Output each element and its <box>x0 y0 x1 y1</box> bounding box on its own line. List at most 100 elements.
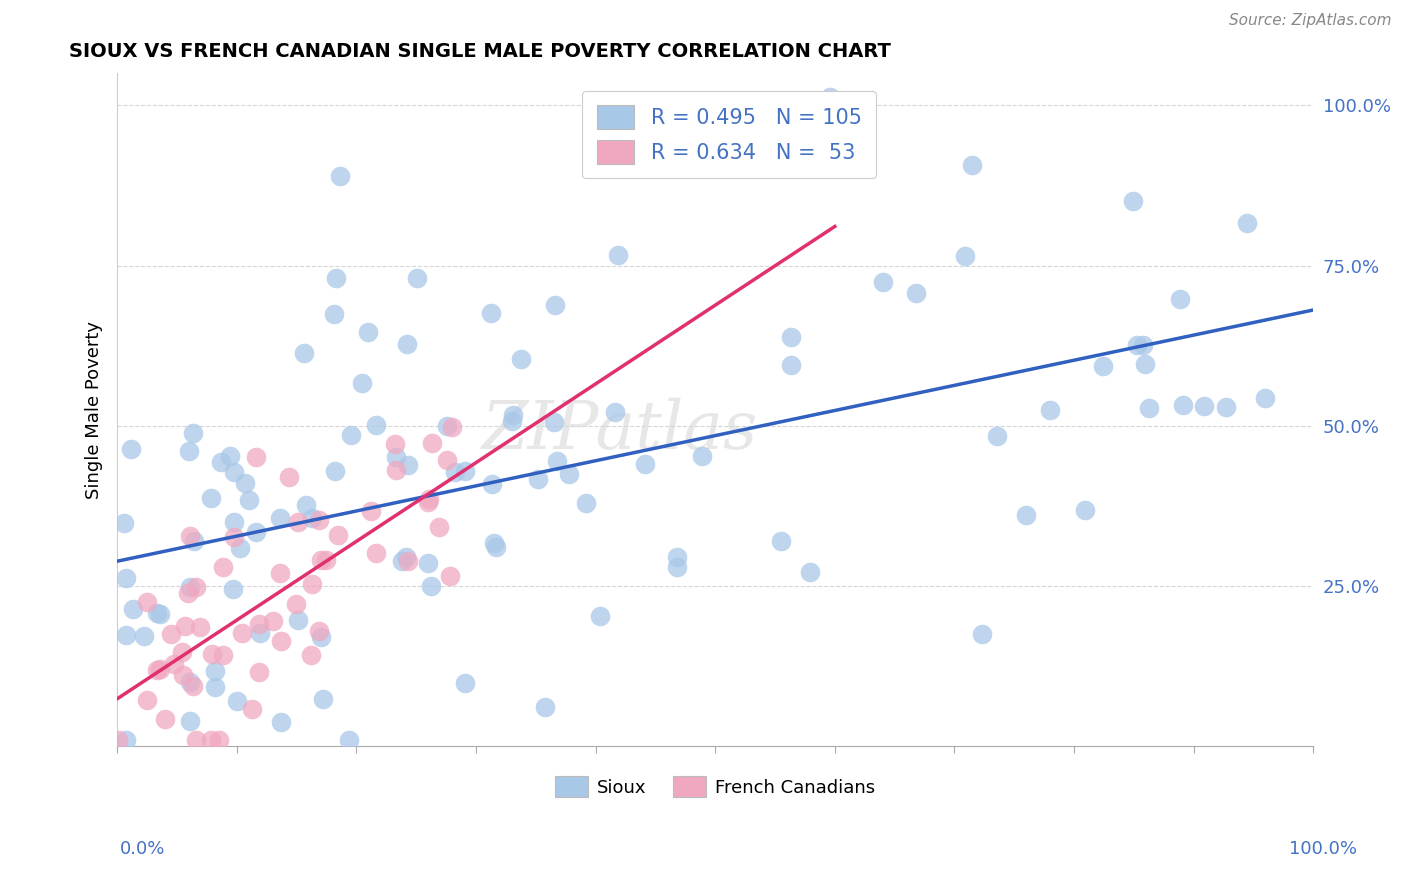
Point <box>799 565 821 579</box>
Point <box>170 645 193 659</box>
Point <box>418 556 440 570</box>
Point <box>986 429 1008 443</box>
Point <box>179 580 201 594</box>
Point <box>301 576 323 591</box>
Point <box>179 529 201 543</box>
Point <box>502 408 524 422</box>
Point <box>527 472 550 486</box>
Point <box>416 494 439 508</box>
Point <box>163 657 186 671</box>
Point <box>270 634 292 648</box>
Point <box>780 330 803 344</box>
Point <box>443 466 465 480</box>
Point <box>970 626 993 640</box>
Point <box>204 681 226 695</box>
Point <box>270 715 292 730</box>
Point <box>634 457 657 471</box>
Point <box>396 458 419 472</box>
Point <box>183 533 205 548</box>
Point <box>1215 400 1237 414</box>
Point <box>292 346 315 360</box>
Point <box>1126 338 1149 352</box>
Point <box>200 491 222 505</box>
Point <box>222 515 245 529</box>
Point <box>312 692 335 706</box>
Point <box>240 702 263 716</box>
Point <box>229 541 252 555</box>
Point <box>201 647 224 661</box>
Point <box>1132 338 1154 352</box>
Point <box>340 428 363 442</box>
Point <box>301 511 323 525</box>
Point <box>1137 401 1160 416</box>
Point <box>962 158 984 172</box>
Point <box>360 504 382 518</box>
Point <box>606 248 628 262</box>
Point <box>1168 293 1191 307</box>
Point <box>247 665 270 680</box>
Point <box>209 455 232 469</box>
Point <box>115 571 138 585</box>
Point <box>146 663 169 677</box>
Point <box>115 628 138 642</box>
Point <box>231 625 253 640</box>
Point <box>222 530 245 544</box>
Point <box>247 616 270 631</box>
Point <box>149 662 172 676</box>
Point <box>285 598 308 612</box>
Point <box>183 679 205 693</box>
Point <box>222 465 245 479</box>
Point <box>309 630 332 644</box>
Legend: Sioux, French Canadians: Sioux, French Canadians <box>548 769 883 805</box>
Point <box>391 554 413 568</box>
Point <box>454 464 477 478</box>
Point <box>905 286 928 301</box>
Point <box>311 553 333 567</box>
Point <box>544 298 567 312</box>
Point <box>294 498 316 512</box>
Point <box>172 668 194 682</box>
Point <box>1171 398 1194 412</box>
Point <box>245 450 267 465</box>
Point <box>418 491 440 506</box>
Point <box>262 614 284 628</box>
Point <box>235 475 257 490</box>
Text: 0.0%: 0.0% <box>120 840 165 858</box>
Point <box>326 528 349 542</box>
Point <box>395 550 418 565</box>
Point <box>184 580 207 594</box>
Text: SIOUX VS FRENCH CANADIAN SINGLE MALE POVERTY CORRELATION CHART: SIOUX VS FRENCH CANADIAN SINGLE MALE POV… <box>69 42 891 61</box>
Point <box>481 306 503 320</box>
Point <box>173 619 195 633</box>
Point <box>315 553 337 567</box>
Point <box>135 693 157 707</box>
Point <box>114 732 136 747</box>
Point <box>366 417 388 432</box>
Point <box>385 450 408 464</box>
Point <box>384 437 406 451</box>
Point <box>329 169 352 184</box>
Point <box>155 712 177 726</box>
Point <box>420 436 443 450</box>
Point <box>395 337 418 351</box>
Point <box>1039 403 1062 417</box>
Text: 100.0%: 100.0% <box>1289 840 1357 858</box>
Point <box>440 420 463 434</box>
Point <box>299 648 322 663</box>
Point <box>603 405 626 419</box>
Point <box>176 586 198 600</box>
Point <box>211 560 233 574</box>
Point <box>323 307 346 321</box>
Point <box>269 511 291 525</box>
Point <box>308 513 330 527</box>
Point <box>1091 359 1114 373</box>
Point <box>666 560 689 574</box>
Point <box>872 275 894 289</box>
Point <box>179 675 201 690</box>
Point <box>226 694 249 708</box>
Point <box>159 626 181 640</box>
Point <box>188 620 211 634</box>
Point <box>249 626 271 640</box>
Point <box>574 495 596 509</box>
Point <box>1236 216 1258 230</box>
